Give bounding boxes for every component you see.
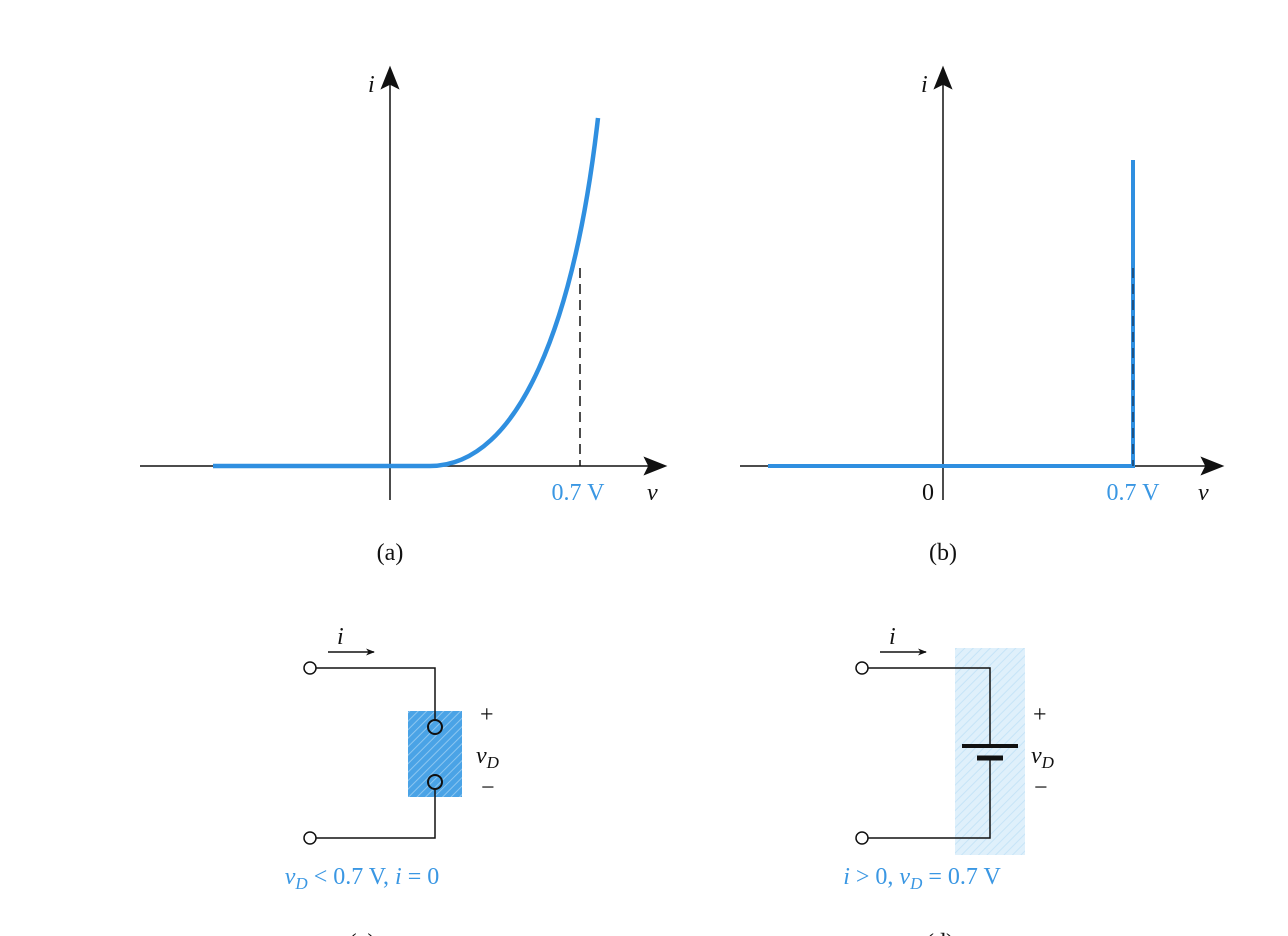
cond-part: = 0.7 V [922, 864, 1001, 890]
wire [868, 667, 991, 746]
current-label: i [337, 624, 344, 650]
tick-label: 0.7 V [1107, 480, 1161, 506]
cond-part: i [843, 864, 850, 890]
open-region [408, 711, 462, 797]
voltage-sub: D [486, 753, 500, 772]
caption: (b) [929, 540, 957, 566]
open-terminal [427, 719, 443, 735]
cond-sub: D [294, 874, 308, 893]
terminal [855, 831, 869, 845]
plus-sign: + [480, 702, 494, 728]
caption: (a) [377, 540, 404, 566]
panel-a: i v 0.7 V (a) [140, 65, 668, 566]
cond-part: = 0 [402, 864, 440, 890]
cond-part: i [395, 864, 402, 890]
panel-c: i + vD − vD < 0.7 V, i = 0 (c) [285, 624, 500, 936]
voltage-label: vD [1031, 743, 1055, 772]
cond-sub: D [909, 874, 923, 893]
x-axis-label: v [1198, 480, 1209, 506]
cond-part: v [285, 864, 296, 890]
wire [316, 789, 436, 839]
plus-sign: + [1033, 702, 1047, 728]
iv-curve [213, 117, 601, 469]
voltage-label: vD [476, 743, 500, 772]
voltage-sub: D [1041, 753, 1055, 772]
x-axis-label: v [647, 480, 658, 506]
voltage-main: v [476, 743, 487, 769]
terminal [303, 831, 317, 845]
tick-label: 0.7 V [552, 480, 606, 506]
minus-sign: − [481, 775, 495, 801]
cond-part: > 0, [850, 864, 900, 890]
caption: (c) [349, 930, 376, 936]
origin-label: 0 [922, 480, 934, 506]
terminal [855, 661, 869, 675]
open-terminal [427, 774, 443, 790]
cond-part: < 0.7 V, [308, 864, 395, 890]
y-axis-label: i [921, 72, 928, 98]
voltage-main: v [1031, 743, 1042, 769]
wire [868, 758, 991, 839]
cond-part: v [899, 864, 910, 890]
condition: i > 0, vD = 0.7 V [843, 864, 1001, 893]
ideal-curve [768, 160, 1135, 468]
panel-d: i + vD − i > 0, vD = 0.7 V (d) [843, 624, 1054, 936]
wire [316, 667, 436, 720]
condition: vD < 0.7 V, i = 0 [285, 864, 440, 893]
y-axis-label: i [368, 72, 375, 98]
minus-sign: − [1034, 775, 1048, 801]
terminal [303, 661, 317, 675]
panel-b: i v 0 0.7 V (b) [740, 65, 1225, 566]
current-label: i [889, 624, 896, 650]
caption: (d) [926, 930, 954, 936]
